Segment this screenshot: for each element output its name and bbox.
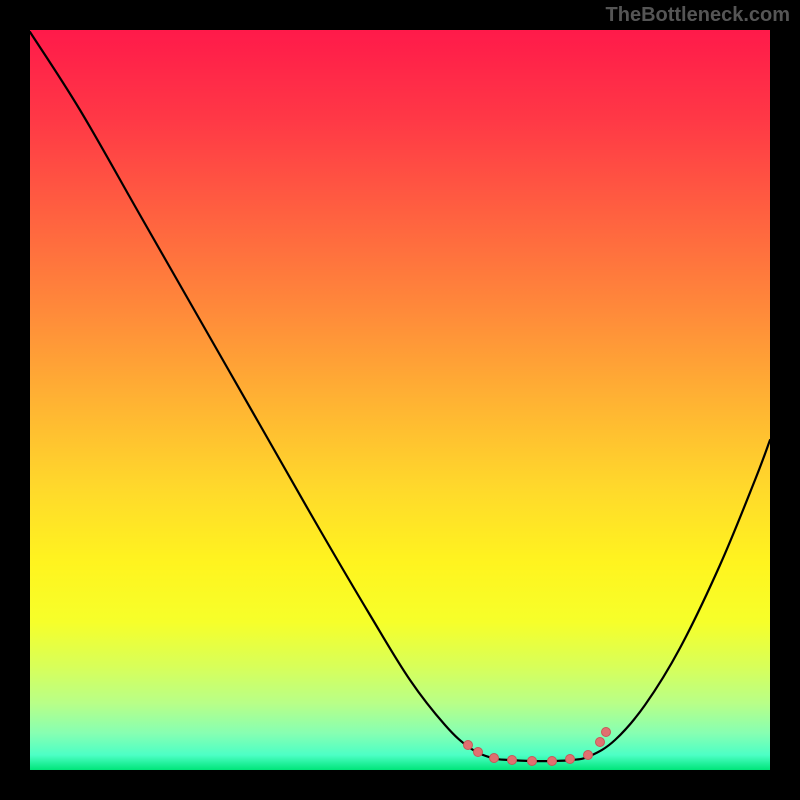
chart-container: TheBottleneck.com (0, 0, 800, 800)
curve-marker (508, 756, 517, 765)
curve-marker (566, 755, 575, 764)
curve-marker (596, 738, 605, 747)
curve-marker (584, 751, 593, 760)
marker-group (464, 728, 611, 766)
curve-layer (0, 0, 800, 800)
curve-marker (548, 757, 557, 766)
curve-marker (490, 754, 499, 763)
curve-marker (474, 748, 483, 757)
bottleneck-curve (30, 32, 770, 761)
curve-marker (602, 728, 611, 737)
curve-marker (464, 741, 473, 750)
watermark-text: TheBottleneck.com (606, 4, 790, 27)
curve-marker (528, 757, 537, 766)
